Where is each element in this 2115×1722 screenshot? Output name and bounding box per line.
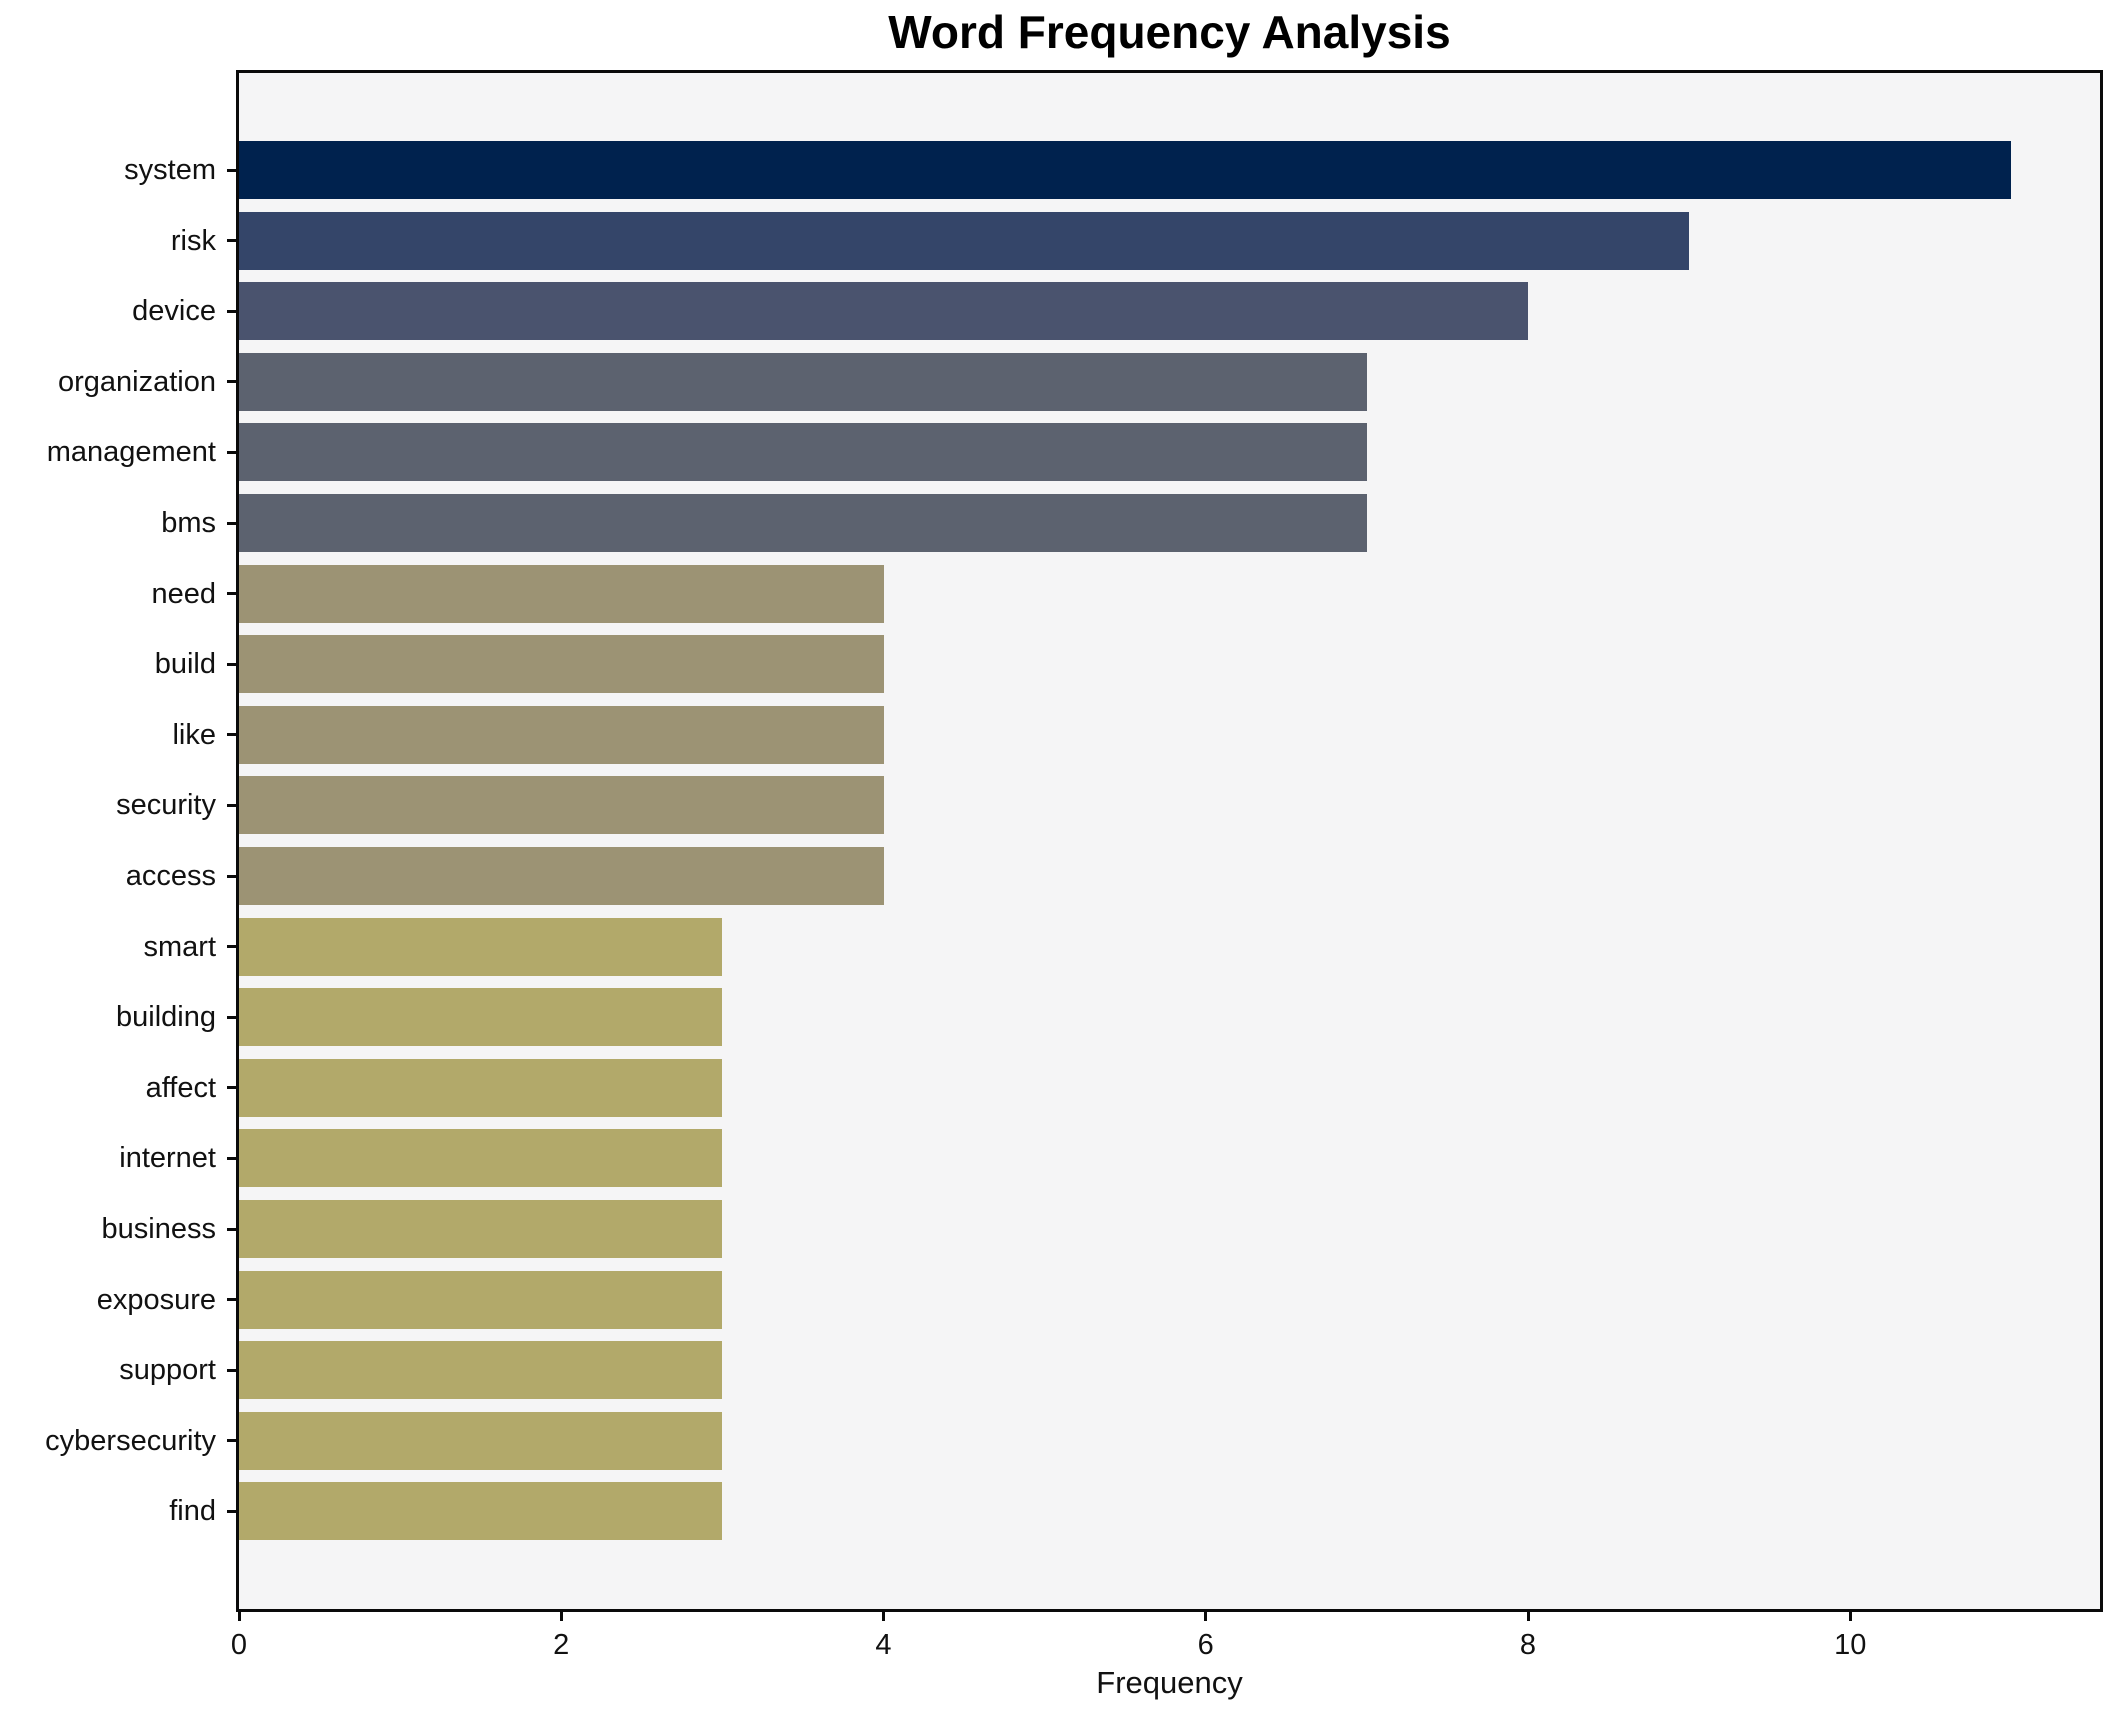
y-tick-mark — [227, 874, 236, 878]
y-tick-label-system: system — [124, 154, 216, 186]
y-tick-label-bms: bms — [161, 507, 216, 539]
y-tick-label-management: management — [46, 436, 216, 469]
y-tick-mark — [227, 662, 236, 666]
bar-support — [239, 1341, 723, 1400]
x-tick-label-8: 8 — [1519, 1629, 1537, 1661]
y-tick-mark — [227, 380, 236, 384]
y-tick-label-cybersecurity: cybersecurity — [45, 1424, 216, 1457]
bar-cybersecurity — [239, 1411, 723, 1470]
y-tick-label-build: build — [154, 648, 216, 681]
y-tick-mark — [227, 450, 236, 454]
x-tick-mark — [1204, 1612, 1208, 1621]
y-tick-label-organization: organization — [58, 365, 216, 398]
bar-smart — [239, 917, 723, 976]
y-tick-mark — [227, 168, 236, 172]
bar-management — [239, 423, 1367, 482]
x-tick-label-0: 0 — [230, 1629, 248, 1661]
y-tick-mark — [227, 521, 236, 525]
bar-access — [239, 847, 884, 905]
bar-bms — [239, 494, 1367, 552]
bar-exposure — [239, 1270, 723, 1329]
y-tick-label-building: building — [116, 1001, 216, 1034]
x-tick-mark — [1848, 1612, 1852, 1621]
y-tick-mark — [227, 1439, 236, 1443]
y-tick-mark — [227, 1368, 236, 1372]
y-tick-label-access: access — [125, 860, 216, 892]
y-tick-mark — [227, 1015, 236, 1019]
bar-device — [239, 282, 1528, 341]
x-tick-label-4: 4 — [875, 1629, 892, 1661]
x-tick-mark — [559, 1612, 563, 1621]
x-tick-mark — [237, 1612, 241, 1621]
y-tick-label-find: find — [169, 1495, 216, 1528]
y-tick-mark — [227, 1298, 236, 1302]
bar-risk — [239, 211, 1690, 270]
x-tick-label-6: 6 — [1197, 1629, 1214, 1661]
bar-build — [239, 635, 884, 694]
bar-security — [239, 776, 884, 835]
y-tick-label-smart: smart — [143, 930, 217, 963]
y-tick-mark — [227, 1227, 236, 1231]
axes — [236, 70, 2103, 1612]
bar-internet — [239, 1129, 723, 1188]
y-tick-label-device: device — [132, 295, 216, 328]
y-tick-mark — [227, 239, 236, 243]
y-tick-label-internet: internet — [119, 1142, 216, 1175]
bar-need — [239, 564, 884, 623]
x-tick-label-10: 10 — [1834, 1629, 1867, 1661]
y-tick-mark — [227, 1156, 236, 1160]
x-axis-label: Frequency — [1096, 1665, 1243, 1700]
chart-title: Word Frequency Analysis — [888, 6, 1451, 58]
y-tick-mark — [227, 1509, 236, 1513]
x-tick-label-2: 2 — [553, 1629, 570, 1661]
bar-business — [239, 1200, 723, 1258]
y-tick-mark — [227, 945, 236, 949]
x-tick-mark — [1526, 1612, 1530, 1621]
y-tick-label-like: like — [172, 718, 216, 751]
y-tick-label-support: support — [119, 1354, 216, 1387]
y-tick-mark — [227, 733, 236, 737]
bar-building — [239, 988, 723, 1047]
bar-find — [239, 1482, 723, 1541]
x-tick-mark — [882, 1612, 885, 1621]
y-tick-label-security: security — [116, 789, 216, 822]
y-tick-mark — [227, 1086, 236, 1090]
y-tick-label-exposure: exposure — [96, 1283, 216, 1316]
y-tick-label-need: need — [151, 577, 216, 610]
y-tick-label-risk: risk — [170, 224, 216, 257]
bar-like — [239, 705, 884, 764]
bar-affect — [239, 1058, 723, 1117]
bar-system — [239, 141, 2012, 199]
y-tick-mark — [227, 592, 236, 596]
y-tick-label-business: business — [101, 1213, 216, 1245]
y-tick-label-affect: affect — [145, 1071, 216, 1104]
y-tick-mark — [227, 803, 236, 807]
bar-organization — [239, 352, 1367, 411]
y-tick-mark — [227, 309, 236, 313]
